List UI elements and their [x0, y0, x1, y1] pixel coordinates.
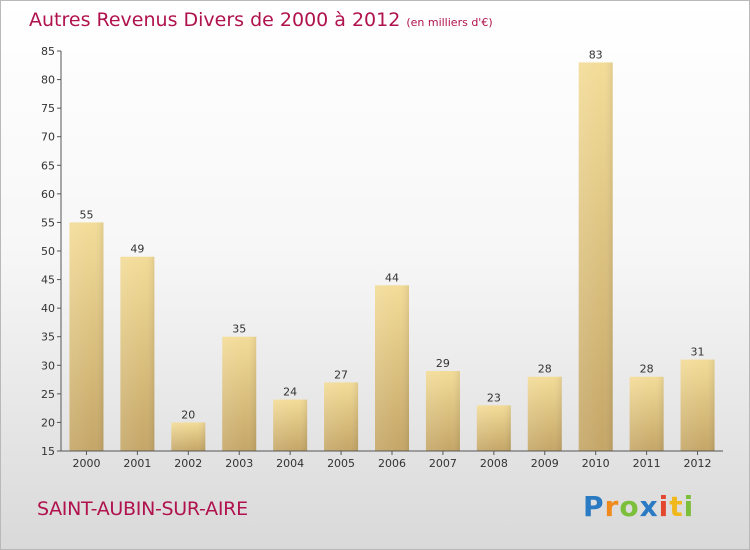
bar-shade-2012: [680, 359, 715, 451]
x-tick-label-2005: 2005: [327, 457, 355, 470]
bar-shade-2006: [375, 285, 409, 451]
bar-shade-2002: [171, 422, 206, 451]
chart-title-text: Autres Revenus Divers de 2000 à 2012: [29, 9, 401, 31]
place-name: SAINT-AUBIN-SUR-AIRE: [37, 498, 248, 520]
data-label-2009: 28: [538, 363, 552, 376]
bar-shade-2000: [69, 222, 104, 451]
y-tick-label: 80: [41, 74, 55, 87]
y-tick-label: 65: [41, 159, 55, 172]
y-tick-label: 25: [41, 388, 55, 401]
data-label-2005: 27: [334, 368, 348, 381]
y-tick-label: 85: [41, 45, 55, 58]
data-label-2008: 23: [487, 391, 501, 404]
x-tick-label-2001: 2001: [123, 457, 151, 470]
bar-shade-2003: [222, 336, 257, 451]
y-tick-label: 75: [41, 102, 55, 115]
y-tick-label: 50: [41, 245, 55, 258]
data-label-2011: 28: [640, 363, 654, 376]
bars: 55 49 20 35 24 27 44 29 23 28 83 28 31: [69, 48, 715, 452]
x-tick-label-2009: 2009: [531, 457, 559, 470]
data-label-2000: 55: [79, 208, 93, 221]
y-tick-label: 20: [41, 416, 55, 429]
data-label-2007: 29: [436, 357, 450, 370]
y-tick-label: 60: [41, 188, 55, 201]
y-tick-label: 40: [41, 302, 55, 315]
x-tick-label-2000: 2000: [72, 457, 100, 470]
x-tick-label-2002: 2002: [174, 457, 202, 470]
x-tick-label-2003: 2003: [225, 457, 253, 470]
y-tick-label: 30: [41, 359, 55, 372]
proxiti-logo: Proxiti: [583, 490, 695, 523]
x-tick-label-2006: 2006: [378, 457, 406, 470]
y-tick-label: 35: [41, 331, 55, 344]
chart-subtitle: (en milliers d'€): [406, 16, 493, 29]
y-tick-label: 45: [41, 274, 55, 287]
bar-shade-2011: [629, 376, 664, 451]
y-tick-label: 55: [41, 216, 55, 229]
x-tick-label-2007: 2007: [429, 457, 457, 470]
data-label-2003: 35: [232, 323, 246, 336]
bar-shade-2001: [120, 256, 155, 451]
x-axis: 2000 2001 2002 2003 2004 2005 2006 2007 2008 2009…: [61, 450, 723, 470]
x-tick-label-2004: 2004: [276, 457, 304, 470]
data-label-2006: 44: [385, 271, 399, 284]
bar-shade-2005: [324, 382, 359, 451]
bar-shade-2009: [527, 376, 562, 451]
x-tick-label-2008: 2008: [480, 457, 508, 470]
y-tick-label: 15: [41, 445, 55, 458]
bar-shade-2004: [273, 399, 308, 451]
y-axis: 15 20 25 30 35 40 45 50 55 60 65 70 75 80 85: [41, 45, 62, 458]
data-label-2002: 20: [181, 408, 195, 421]
data-label-2001: 49: [130, 243, 144, 256]
bar-shade-2010: [578, 62, 613, 452]
x-tick-label-2012: 2012: [684, 457, 712, 470]
x-tick-label-2011: 2011: [633, 457, 661, 470]
data-label-2004: 24: [283, 386, 297, 399]
x-tick-label-2010: 2010: [582, 457, 610, 470]
bar-shade-2008: [476, 405, 511, 451]
data-label-2010: 83: [589, 48, 603, 61]
bar-shade-2007: [425, 371, 460, 451]
chart-title: Autres Revenus Divers de 2000 à 2012 (en …: [29, 9, 493, 31]
data-label-2012: 31: [691, 346, 705, 359]
y-tick-label: 70: [41, 131, 55, 144]
